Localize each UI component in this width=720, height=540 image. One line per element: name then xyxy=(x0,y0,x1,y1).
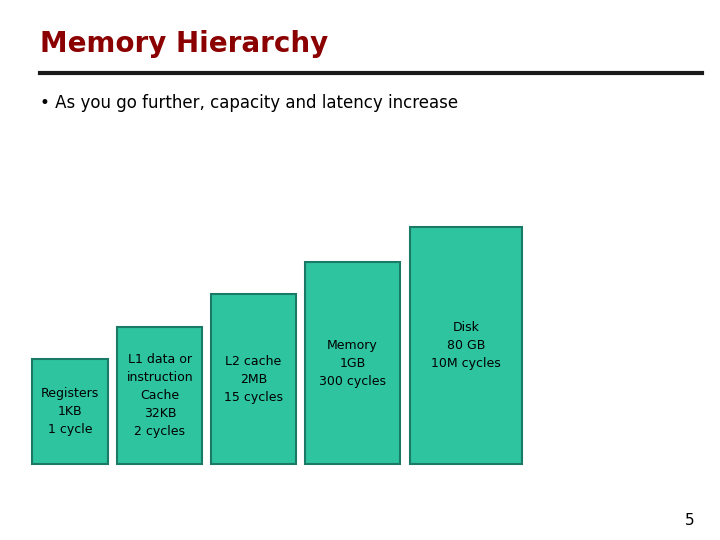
Text: Memory Hierarchy: Memory Hierarchy xyxy=(40,30,328,58)
FancyBboxPatch shape xyxy=(117,327,202,464)
Text: • As you go further, capacity and latency increase: • As you go further, capacity and latenc… xyxy=(40,94,458,112)
FancyBboxPatch shape xyxy=(32,359,108,464)
FancyBboxPatch shape xyxy=(305,262,400,464)
Text: 5: 5 xyxy=(685,513,695,528)
FancyBboxPatch shape xyxy=(410,227,522,464)
FancyBboxPatch shape xyxy=(211,294,296,464)
Text: Registers
1KB
1 cycle: Registers 1KB 1 cycle xyxy=(41,387,99,436)
Text: L1 data or
instruction
Cache
32KB
2 cycles: L1 data or instruction Cache 32KB 2 cycl… xyxy=(127,353,193,438)
Text: Memory
1GB
300 cycles: Memory 1GB 300 cycles xyxy=(319,339,386,388)
Text: L2 cache
2MB
15 cycles: L2 cache 2MB 15 cycles xyxy=(224,355,283,404)
Text: Disk
80 GB
10M cycles: Disk 80 GB 10M cycles xyxy=(431,321,501,370)
